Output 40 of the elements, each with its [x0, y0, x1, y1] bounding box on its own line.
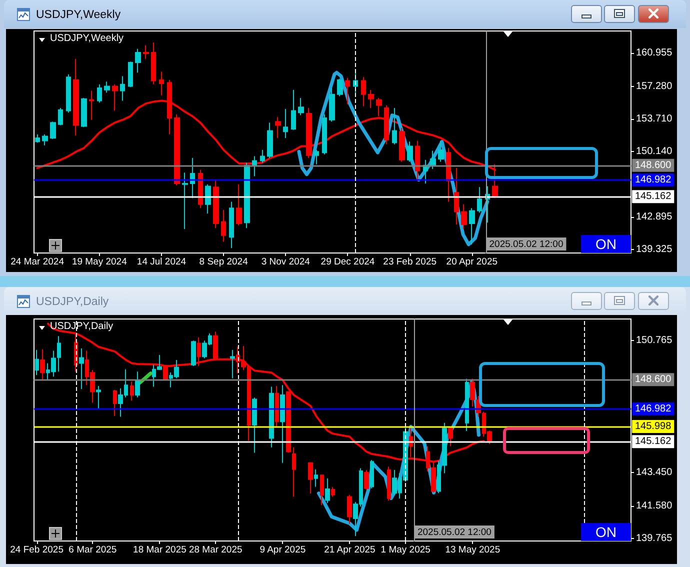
toggle-button: ON [581, 523, 631, 541]
x-tick-label: 9 Apr 2025 [260, 544, 306, 556]
chart-subtitle: USDJPY,Weekly [50, 32, 124, 45]
ref-line-label: 2025.05.02 12:00 [489, 239, 564, 250]
x-tick-label: 23 Feb 2025 [383, 256, 437, 268]
x-tick-label: 3 Nov 2024 [261, 256, 310, 268]
y-tick-label: 157.280 [636, 80, 673, 92]
ref-line-label: 148.600 [635, 160, 672, 171]
y-tick-label: 139.765 [636, 533, 673, 544]
ref-line-label: 146.982 [635, 403, 672, 414]
y-tick-label: 143.450 [636, 466, 673, 478]
ref-line-label: 148.600 [635, 374, 672, 386]
y-tick-label: 153.710 [636, 113, 673, 124]
y-tick-label: 150.765 [636, 335, 673, 346]
x-tick-label: 8 Sep 2024 [199, 256, 248, 268]
ref-line-label: 145.998 [635, 420, 672, 432]
x-tick-label: 29 Dec 2024 [320, 256, 375, 268]
x-tick-label: 6 Mar 2025 [68, 544, 117, 556]
x-tick-label: 18 Mar 2025 [133, 544, 186, 556]
y-tick-label: 139.325 [636, 244, 673, 256]
x-tick-label: 13 May 2025 [445, 544, 500, 556]
x-tick-label: 24 Mar 2024 [10, 256, 64, 268]
x-tick-label: 1 May 2025 [380, 544, 430, 556]
y-tick-label: 160.955 [636, 47, 673, 58]
x-tick-label: 19 May 2024 [72, 256, 127, 268]
chart-title: USDJPY,Daily [36, 295, 109, 309]
x-tick-label: 24 Feb 2025 [10, 544, 64, 556]
ref-line-label: 146.982 [635, 174, 672, 186]
chart-title: USDJPY,Weekly [36, 8, 121, 22]
toggle-button: ON [581, 235, 631, 253]
x-tick-label: 28 Mar 2025 [188, 544, 242, 556]
y-tick-label: 142.895 [636, 212, 673, 223]
ref-line-label: 145.162 [635, 436, 672, 448]
y-tick-label: 150.140 [636, 146, 673, 157]
ref-line-label: 2025.05.02 12:00 [417, 527, 492, 538]
x-tick-label: 20 Apr 2025 [446, 256, 498, 268]
ref-line-label: 145.162 [635, 191, 672, 202]
x-tick-label: 14 Jul 2024 [136, 256, 186, 268]
y-tick-label: 141.580 [636, 500, 673, 512]
x-tick-label: 21 Apr 2025 [324, 544, 376, 556]
